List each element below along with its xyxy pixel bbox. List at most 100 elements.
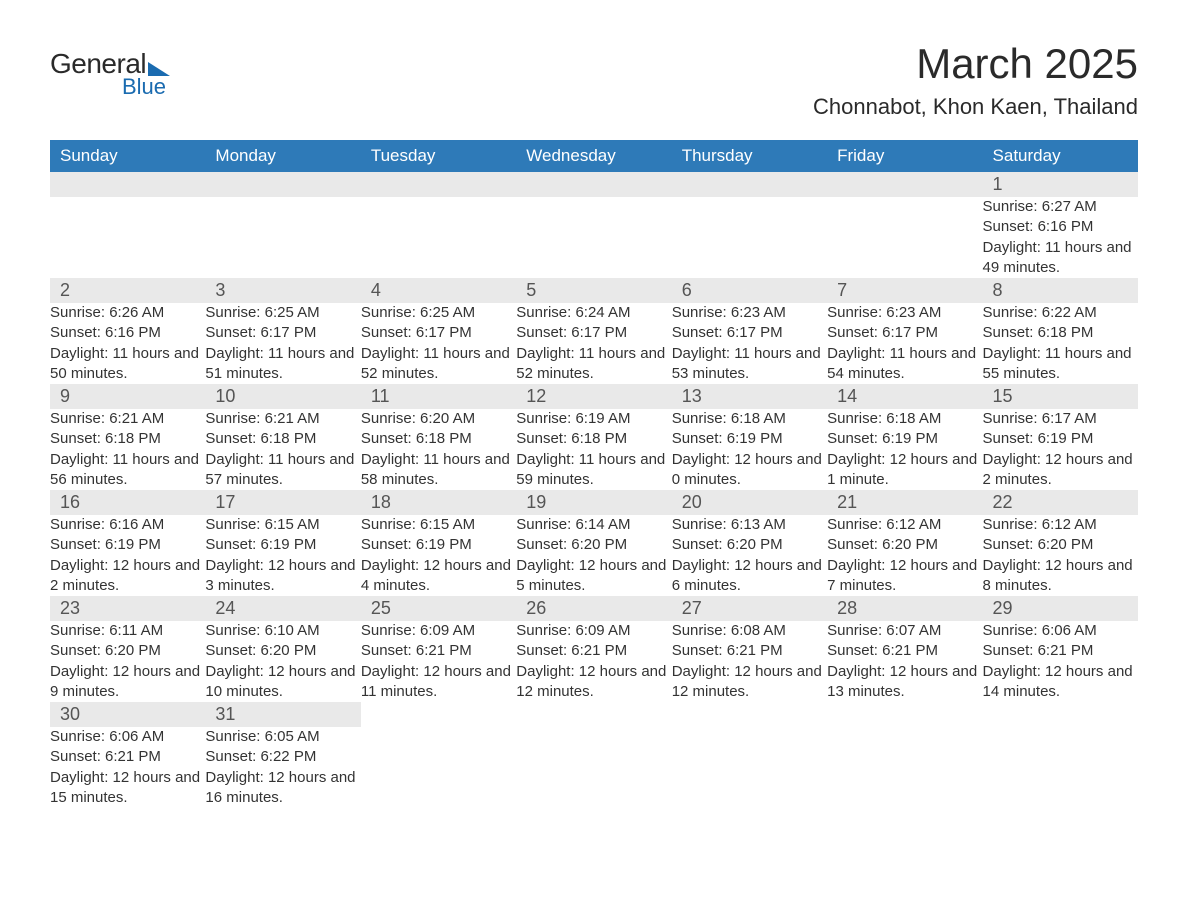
- page-title: March 2025: [813, 40, 1138, 88]
- calendar-week-details-row: Sunrise: 6:26 AMSunset: 6:16 PMDaylight:…: [50, 303, 1138, 384]
- sunrise-text: Sunrise: 6:05 AM: [205, 727, 360, 747]
- daylight-text: Daylight: 12 hours and 13 minutes.: [827, 662, 982, 703]
- sunrise-text: Sunrise: 6:25 AM: [205, 303, 360, 323]
- day-number-cell: 12: [516, 384, 671, 409]
- sunset-text: Sunset: 6:17 PM: [205, 323, 360, 343]
- day-number-cell: 3: [205, 278, 360, 303]
- day-details-cell: [50, 197, 205, 278]
- dow-monday: Monday: [205, 140, 360, 172]
- day-number-cell: [50, 172, 205, 197]
- sunrise-text: Sunrise: 6:15 AM: [361, 515, 516, 535]
- sunrise-text: Sunrise: 6:18 AM: [827, 409, 982, 429]
- day-number: 21: [827, 490, 982, 515]
- daylight-text: Daylight: 12 hours and 16 minutes.: [205, 768, 360, 809]
- daylight-text: Daylight: 12 hours and 12 minutes.: [672, 662, 827, 703]
- sunrise-text: Sunrise: 6:27 AM: [983, 197, 1138, 217]
- day-details-cell: Sunrise: 6:14 AMSunset: 6:20 PMDaylight:…: [516, 515, 671, 596]
- sunset-text: Sunset: 6:21 PM: [672, 641, 827, 661]
- sunset-text: Sunset: 6:18 PM: [983, 323, 1138, 343]
- day-number-cell: 30: [50, 702, 205, 727]
- sunrise-text: Sunrise: 6:21 AM: [50, 409, 205, 429]
- day-number: 12: [516, 384, 671, 409]
- sunrise-text: Sunrise: 6:12 AM: [983, 515, 1138, 535]
- day-details-cell: Sunrise: 6:07 AMSunset: 6:21 PMDaylight:…: [827, 621, 982, 702]
- day-details-cell: Sunrise: 6:17 AMSunset: 6:19 PMDaylight:…: [983, 409, 1138, 490]
- logo-text-blue: Blue: [122, 74, 166, 100]
- sunset-text: Sunset: 6:18 PM: [205, 429, 360, 449]
- daylight-text: Daylight: 12 hours and 12 minutes.: [516, 662, 671, 703]
- day-number: 30: [50, 702, 205, 727]
- daylight-text: Daylight: 12 hours and 8 minutes.: [983, 556, 1138, 597]
- day-number-cell: 25: [361, 596, 516, 621]
- daylight-text: Daylight: 11 hours and 53 minutes.: [672, 344, 827, 385]
- day-number-cell: [516, 702, 671, 727]
- day-number-cell: 4: [361, 278, 516, 303]
- day-number-cell: 19: [516, 490, 671, 515]
- day-details-cell: Sunrise: 6:15 AMSunset: 6:19 PMDaylight:…: [205, 515, 360, 596]
- day-number-cell: 7: [827, 278, 982, 303]
- day-number: 11: [361, 384, 516, 409]
- day-details-cell: Sunrise: 6:26 AMSunset: 6:16 PMDaylight:…: [50, 303, 205, 384]
- day-details-cell: Sunrise: 6:15 AMSunset: 6:19 PMDaylight:…: [361, 515, 516, 596]
- sunset-text: Sunset: 6:20 PM: [516, 535, 671, 555]
- daylight-text: Daylight: 12 hours and 6 minutes.: [672, 556, 827, 597]
- daylight-text: Daylight: 12 hours and 2 minutes.: [50, 556, 205, 597]
- day-number: 5: [516, 278, 671, 303]
- day-details-cell: [361, 197, 516, 278]
- day-details-cell: Sunrise: 6:05 AMSunset: 6:22 PMDaylight:…: [205, 727, 360, 808]
- sunrise-text: Sunrise: 6:06 AM: [983, 621, 1138, 641]
- day-details-cell: Sunrise: 6:19 AMSunset: 6:18 PMDaylight:…: [516, 409, 671, 490]
- day-details-cell: [672, 197, 827, 278]
- sunrise-text: Sunrise: 6:22 AM: [983, 303, 1138, 323]
- sunset-text: Sunset: 6:19 PM: [672, 429, 827, 449]
- sunset-text: Sunset: 6:22 PM: [205, 747, 360, 767]
- day-number-cell: 15: [983, 384, 1138, 409]
- sunset-text: Sunset: 6:17 PM: [827, 323, 982, 343]
- day-number: 20: [672, 490, 827, 515]
- day-details-cell: Sunrise: 6:09 AMSunset: 6:21 PMDaylight:…: [516, 621, 671, 702]
- day-details-cell: Sunrise: 6:18 AMSunset: 6:19 PMDaylight:…: [827, 409, 982, 490]
- sunrise-text: Sunrise: 6:11 AM: [50, 621, 205, 641]
- day-number: 26: [516, 596, 671, 621]
- day-number: 9: [50, 384, 205, 409]
- day-details-cell: [361, 727, 516, 808]
- sunset-text: Sunset: 6:17 PM: [672, 323, 827, 343]
- day-details-cell: Sunrise: 6:06 AMSunset: 6:21 PMDaylight:…: [983, 621, 1138, 702]
- sunset-text: Sunset: 6:20 PM: [983, 535, 1138, 555]
- day-details-cell: Sunrise: 6:23 AMSunset: 6:17 PMDaylight:…: [672, 303, 827, 384]
- daylight-text: Daylight: 11 hours and 52 minutes.: [516, 344, 671, 385]
- daylight-text: Daylight: 11 hours and 59 minutes.: [516, 450, 671, 491]
- day-details-cell: Sunrise: 6:12 AMSunset: 6:20 PMDaylight:…: [827, 515, 982, 596]
- day-number-cell: 21: [827, 490, 982, 515]
- day-details-cell: Sunrise: 6:27 AMSunset: 6:16 PMDaylight:…: [983, 197, 1138, 278]
- calendar-body: 1Sunrise: 6:27 AMSunset: 6:16 PMDaylight…: [50, 172, 1138, 808]
- day-details-cell: Sunrise: 6:25 AMSunset: 6:17 PMDaylight:…: [361, 303, 516, 384]
- calendar-week-daynum-row: 9101112131415: [50, 384, 1138, 409]
- day-details-cell: Sunrise: 6:24 AMSunset: 6:17 PMDaylight:…: [516, 303, 671, 384]
- sunrise-text: Sunrise: 6:20 AM: [361, 409, 516, 429]
- sunset-text: Sunset: 6:21 PM: [516, 641, 671, 661]
- sunrise-text: Sunrise: 6:25 AM: [361, 303, 516, 323]
- calendar-week-daynum-row: 23242526272829: [50, 596, 1138, 621]
- daylight-text: Daylight: 12 hours and 15 minutes.: [50, 768, 205, 809]
- day-number: 17: [205, 490, 360, 515]
- daylight-text: Daylight: 12 hours and 3 minutes.: [205, 556, 360, 597]
- day-number-cell: 29: [983, 596, 1138, 621]
- sunset-text: Sunset: 6:19 PM: [50, 535, 205, 555]
- day-number: 27: [672, 596, 827, 621]
- day-number-cell: 31: [205, 702, 360, 727]
- daylight-text: Daylight: 12 hours and 14 minutes.: [983, 662, 1138, 703]
- sunrise-text: Sunrise: 6:21 AM: [205, 409, 360, 429]
- day-number: 14: [827, 384, 982, 409]
- day-number-cell: 20: [672, 490, 827, 515]
- sunrise-text: Sunrise: 6:12 AM: [827, 515, 982, 535]
- calendar-week-daynum-row: 1: [50, 172, 1138, 197]
- dow-tuesday: Tuesday: [361, 140, 516, 172]
- day-number-cell: 27: [672, 596, 827, 621]
- day-number-cell: [827, 172, 982, 197]
- day-number-cell: 6: [672, 278, 827, 303]
- day-details-cell: [516, 197, 671, 278]
- day-number-cell: [516, 172, 671, 197]
- daylight-text: Daylight: 12 hours and 1 minute.: [827, 450, 982, 491]
- daylight-text: Daylight: 12 hours and 5 minutes.: [516, 556, 671, 597]
